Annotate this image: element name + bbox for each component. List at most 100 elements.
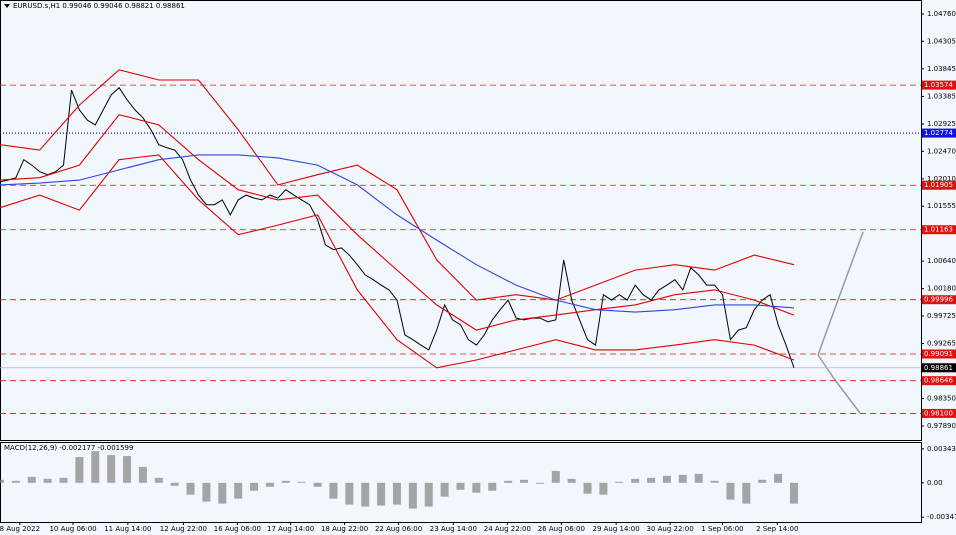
level-label-box xyxy=(922,128,956,138)
macd-bar xyxy=(599,482,608,495)
macd-bar xyxy=(218,482,227,504)
x-tick-label: 29 Aug 14:00 xyxy=(593,525,640,533)
macd-bar xyxy=(250,482,259,491)
x-tick-label: 8 Aug 2022 xyxy=(0,525,40,533)
macd-bar xyxy=(551,470,560,483)
macd-bar xyxy=(615,481,624,483)
y-tick-label: 1.03845 xyxy=(927,65,956,73)
macd-title: MACD(12,26,9) -0.002177 -0.001599 xyxy=(4,444,133,452)
level-label: 0.98646 xyxy=(924,377,953,385)
macd-bar xyxy=(107,455,116,483)
macd-bar xyxy=(456,482,465,490)
macd-bar xyxy=(265,482,274,487)
y-tick-label: 1.04305 xyxy=(927,37,956,45)
y-tick-label: 1.02010 xyxy=(927,175,956,183)
x-tick-label: 1 Sep 06:00 xyxy=(701,525,743,533)
y-tick-label: 0.99265 xyxy=(927,340,956,348)
level-label: 0.99091 xyxy=(924,350,953,358)
macd-bar xyxy=(424,482,433,507)
macd-bar xyxy=(345,482,354,505)
level-label: 1.03574 xyxy=(924,81,953,89)
macd-bar xyxy=(377,482,386,506)
y-tick-label: 1.00180 xyxy=(927,285,956,293)
level-label-box xyxy=(922,376,956,386)
x-tick-label: 22 Aug 06:00 xyxy=(375,525,422,533)
macd-bar xyxy=(186,482,195,495)
macd-bar xyxy=(774,473,783,483)
y-tick-label: 0.99725 xyxy=(927,312,956,320)
x-tick-label: 12 Aug 22:00 xyxy=(160,525,207,533)
macd-bar xyxy=(170,482,179,486)
macd-bar xyxy=(726,482,735,500)
y-tick-label: 0.98350 xyxy=(927,394,956,402)
level-label-box xyxy=(922,295,956,305)
level-label-box xyxy=(922,180,956,190)
macd-tick-label: -0.003478 xyxy=(927,513,956,521)
level-label-box xyxy=(922,80,956,90)
macd-bar xyxy=(11,480,20,483)
macd-bar xyxy=(154,477,163,483)
macd-bar xyxy=(59,477,68,483)
x-tick-label: 11 Aug 14:00 xyxy=(104,525,151,533)
macd-bar xyxy=(789,482,798,504)
x-tick-label: 23 Aug 14:00 xyxy=(430,525,477,533)
level-label: 0.99996 xyxy=(924,296,953,304)
macd-bar xyxy=(678,474,687,483)
level-label: 1.02774 xyxy=(924,129,953,137)
level-label: 1.01905 xyxy=(924,181,953,189)
macd-bar xyxy=(138,466,147,483)
x-tick-label: 10 Aug 06:00 xyxy=(49,525,96,533)
macd-bar xyxy=(567,478,576,483)
macd-bar xyxy=(408,482,417,509)
projection-arrows xyxy=(817,231,864,414)
level-label-box xyxy=(922,363,956,373)
y-tick-label: 1.04760 xyxy=(927,10,956,18)
x-tick-label: 30 Aug 22:00 xyxy=(647,525,694,533)
x-tick-label: 18 Aug 22:00 xyxy=(321,525,368,533)
macd-bar xyxy=(43,478,52,483)
y-tick-label: 1.00640 xyxy=(927,257,956,265)
macd-bar xyxy=(75,457,84,483)
macd-bar xyxy=(361,482,370,507)
macd-bar xyxy=(27,476,36,483)
macd-bar xyxy=(202,482,211,502)
x-tick-label: 16 Aug 06:00 xyxy=(214,525,261,533)
macd-bar xyxy=(234,482,243,499)
x-tick-label: 24 Aug 22:00 xyxy=(484,525,531,533)
x-tick-label: 26 Aug 06:00 xyxy=(538,525,585,533)
price-line xyxy=(0,154,795,313)
macd-bar xyxy=(392,482,401,505)
macd-bar xyxy=(0,479,4,483)
macd-bar xyxy=(504,480,513,483)
level-label-box xyxy=(922,408,956,418)
macd-bar xyxy=(472,482,481,493)
macd-bar xyxy=(758,479,767,483)
x-tick-label: 2 Sep 14:00 xyxy=(756,525,798,533)
macd-bar xyxy=(91,451,100,483)
macd-bar xyxy=(647,477,656,483)
macd-bar xyxy=(123,456,132,483)
macd-bar xyxy=(631,478,640,483)
y-tick-label: 1.02470 xyxy=(927,147,956,155)
price-line xyxy=(0,154,795,369)
x-tick-label: 17 Aug 14:00 xyxy=(267,525,314,533)
macd-bar xyxy=(520,479,529,483)
macd-bar xyxy=(281,480,290,483)
macd-tick-label: 0.00 xyxy=(927,479,943,487)
price-line xyxy=(0,114,795,331)
menu-arrow xyxy=(4,4,10,8)
level-label-box xyxy=(922,349,956,359)
y-tick-label: 1.02925 xyxy=(927,120,956,128)
macd-bar xyxy=(440,482,449,497)
macd-bar xyxy=(297,481,306,483)
macd-bar xyxy=(488,482,497,491)
macd-bar xyxy=(313,482,322,487)
macd-bar xyxy=(583,482,592,494)
macd-bar xyxy=(710,480,719,483)
y-tick-label: 1.01555 xyxy=(927,202,956,210)
macd-bar xyxy=(742,482,751,504)
macd-bar xyxy=(662,475,671,483)
price-line xyxy=(0,69,795,301)
